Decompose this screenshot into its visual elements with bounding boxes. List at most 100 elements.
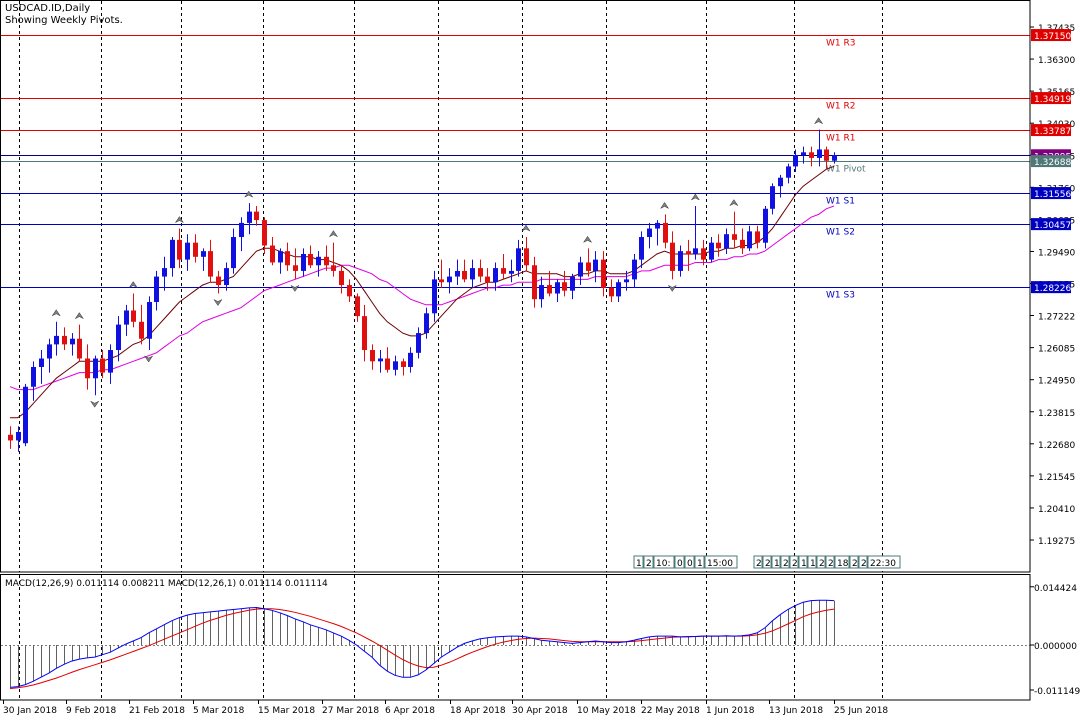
price-tag-label: 1.37150 [1034, 32, 1071, 42]
price-tag [1031, 218, 1071, 231]
fractal-up-icon [813, 117, 824, 125]
candle-body [462, 270, 467, 280]
candle-body [724, 234, 729, 249]
candle-body [331, 265, 336, 271]
session-text: 2 [765, 559, 771, 569]
fractal-down-icon [89, 400, 100, 408]
candle-body [701, 248, 706, 260]
candle-body [824, 149, 829, 161]
fractal-up-icon [521, 224, 531, 232]
candle-body [393, 361, 398, 370]
candle-body [278, 251, 283, 263]
session-text: 22:30 [870, 559, 896, 569]
price-tick-label: 1.23815 [1038, 409, 1075, 419]
fast-moving-average [10, 165, 835, 419]
candle-body [801, 152, 806, 156]
session-box [849, 555, 859, 569]
candle-body [254, 211, 259, 221]
fractal-up-icon [729, 199, 739, 207]
candle-body [778, 177, 783, 187]
candle-body [231, 237, 236, 269]
session-box [684, 555, 695, 569]
pivot-lines: W1 R3 W1 R2 W1 R1 W1 Pivot W1 S1 W1 S2 W1 S3 [1, 35, 1030, 301]
macd-label: MACD(12,26,9) 0.011114 0.008211 MACD(12,… [5, 579, 328, 589]
candle-body [524, 248, 529, 266]
time-tick-label: 30 Apr 2018 [512, 706, 568, 716]
candle-body [693, 248, 698, 254]
price-tick-label: 1.21545 [1038, 473, 1075, 483]
session-text: 1 [801, 559, 807, 569]
fractal-up-icon [328, 230, 339, 238]
session-box [825, 555, 835, 569]
candle-body [301, 253, 306, 271]
session-box [694, 555, 705, 569]
fractal-down-icon [290, 284, 300, 292]
price-tag [1031, 187, 1071, 200]
session-box [789, 555, 799, 569]
fractal-up-icon [690, 193, 701, 201]
session-box [867, 555, 901, 569]
price-tag-label: 1.30457 [1034, 221, 1071, 231]
candle-body [77, 338, 82, 359]
price-axis: 1.374351.363001.351651.340301.328951.317… [1030, 24, 1080, 697]
candle-body [316, 256, 321, 266]
session-text: 2 [646, 559, 652, 569]
session-text: 1 [774, 559, 780, 569]
candle-body [47, 344, 52, 359]
time-tick-label: 18 Apr 2018 [450, 706, 506, 716]
candle-body [593, 259, 598, 271]
candle-body [124, 310, 129, 325]
candle-body [147, 302, 152, 339]
time-tick-label: 27 Mar 2018 [322, 706, 379, 716]
candle-body [678, 251, 683, 271]
price-tick-label: 1.37435 [1038, 24, 1075, 34]
candle-body [116, 324, 121, 351]
candle-body [416, 333, 421, 353]
candle-body [817, 149, 822, 158]
candle-body [439, 279, 444, 283]
session-text: 2 [756, 559, 762, 569]
time-tick-label: 10 May 2018 [577, 706, 636, 716]
price-tag [1031, 29, 1071, 42]
time-tick-label: 5 Mar 2018 [193, 706, 245, 716]
candle-body [347, 285, 352, 297]
candle-body [385, 358, 390, 370]
price-tag [1031, 124, 1071, 137]
candle-body [362, 316, 367, 351]
price-tag-label: 1.31556 [1034, 190, 1071, 200]
candle-body [485, 276, 490, 283]
price-tick-label: 1.19275 [1038, 537, 1075, 547]
session-box [753, 555, 763, 569]
candle-body [370, 350, 375, 362]
macd-pane: MACD(12,26,9) 0.011114 0.008211 MACD(12,… [1, 579, 1030, 690]
fractal-up-icon [74, 312, 85, 320]
session-text: 2 [792, 559, 798, 569]
vertical-grid [19, 1, 883, 700]
price-tag-label: 1.32688 [1034, 158, 1071, 168]
session-box [816, 555, 826, 569]
price-tick-label: 1.36300 [1038, 56, 1075, 66]
session-box [704, 555, 738, 569]
session-text: 0 [687, 559, 693, 569]
candle-body [424, 313, 429, 334]
time-tick-label: 15 Mar 2018 [258, 706, 315, 716]
session-text: 1 [697, 559, 703, 569]
session-box [674, 555, 685, 569]
candle-body [616, 282, 621, 297]
candle-body [31, 366, 36, 387]
time-tick-label: 1 Jun 2018 [706, 706, 755, 716]
macd-signal-line [9, 608, 835, 690]
candle-body [355, 296, 360, 317]
price-tag-label: 1.28226 [1034, 284, 1071, 294]
candle-body [378, 358, 383, 362]
price-tick-label: 1.24950 [1038, 377, 1075, 387]
price-tick-label: 1.29490 [1038, 248, 1075, 258]
fractal-up-icon [51, 309, 61, 317]
candle-body [62, 335, 67, 345]
candle-body [732, 234, 737, 240]
time-tick-label: 6 Apr 2018 [385, 706, 435, 716]
session-text: 18 [837, 559, 849, 569]
pivot-label: W1 R1 [826, 134, 855, 144]
candle-body [747, 231, 752, 249]
